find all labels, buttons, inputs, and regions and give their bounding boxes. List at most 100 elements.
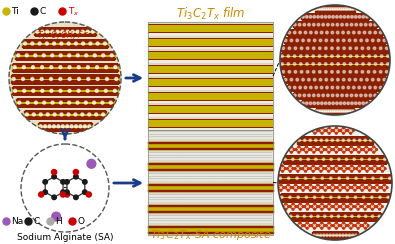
Circle shape <box>109 101 112 104</box>
Circle shape <box>295 184 297 186</box>
Circle shape <box>371 187 373 189</box>
Circle shape <box>363 149 365 151</box>
Circle shape <box>341 94 343 97</box>
Circle shape <box>325 31 328 34</box>
Circle shape <box>330 158 332 161</box>
Circle shape <box>331 47 333 50</box>
Circle shape <box>377 78 380 81</box>
Circle shape <box>59 89 62 92</box>
Circle shape <box>284 168 286 170</box>
Circle shape <box>288 177 290 179</box>
Circle shape <box>384 184 386 186</box>
Circle shape <box>23 89 26 92</box>
Circle shape <box>335 132 337 134</box>
Circle shape <box>68 78 71 81</box>
Circle shape <box>367 206 369 207</box>
Circle shape <box>79 125 82 128</box>
Circle shape <box>384 189 386 191</box>
Circle shape <box>351 215 353 217</box>
Circle shape <box>280 184 282 186</box>
Circle shape <box>302 206 304 207</box>
Circle shape <box>314 139 317 142</box>
Circle shape <box>367 225 369 226</box>
Circle shape <box>349 71 352 73</box>
Circle shape <box>331 71 333 73</box>
Circle shape <box>313 39 316 42</box>
Circle shape <box>88 125 91 128</box>
Circle shape <box>296 215 299 217</box>
Circle shape <box>354 168 356 170</box>
Circle shape <box>351 187 353 189</box>
Circle shape <box>288 47 291 50</box>
Circle shape <box>380 63 383 65</box>
Circle shape <box>376 158 378 161</box>
Circle shape <box>387 63 389 65</box>
Circle shape <box>379 31 382 34</box>
Circle shape <box>306 63 308 65</box>
Circle shape <box>379 203 380 205</box>
Circle shape <box>332 102 335 104</box>
Circle shape <box>326 234 328 236</box>
Circle shape <box>370 149 372 151</box>
Circle shape <box>65 190 69 194</box>
Circle shape <box>321 127 323 129</box>
Circle shape <box>313 196 316 198</box>
Circle shape <box>31 8 38 15</box>
Circle shape <box>376 206 378 207</box>
Circle shape <box>68 101 71 104</box>
Circle shape <box>368 55 371 57</box>
Circle shape <box>343 222 344 224</box>
Circle shape <box>298 151 300 153</box>
Circle shape <box>289 170 291 172</box>
Circle shape <box>307 168 309 170</box>
Circle shape <box>47 218 54 225</box>
Circle shape <box>66 30 69 33</box>
Circle shape <box>320 151 322 153</box>
Circle shape <box>328 227 330 229</box>
Circle shape <box>352 8 355 10</box>
Circle shape <box>39 125 42 128</box>
Circle shape <box>60 113 63 116</box>
Circle shape <box>322 196 324 198</box>
Circle shape <box>307 187 309 189</box>
Circle shape <box>321 203 323 205</box>
Circle shape <box>331 39 333 42</box>
Circle shape <box>59 101 62 104</box>
Circle shape <box>309 139 312 142</box>
Circle shape <box>68 66 71 69</box>
Circle shape <box>304 139 306 142</box>
Circle shape <box>333 130 335 132</box>
Circle shape <box>337 55 339 57</box>
Circle shape <box>331 206 333 207</box>
Circle shape <box>382 165 384 167</box>
Circle shape <box>290 187 292 189</box>
Circle shape <box>320 102 323 104</box>
Circle shape <box>307 158 309 161</box>
Circle shape <box>299 203 301 205</box>
Circle shape <box>297 165 299 167</box>
Circle shape <box>335 203 337 205</box>
Circle shape <box>115 78 118 81</box>
Text: Ti$_3$C$_2$T$_x$ film: Ti$_3$C$_2$T$_x$ film <box>176 6 245 22</box>
Circle shape <box>379 71 382 73</box>
Circle shape <box>333 149 335 151</box>
Circle shape <box>310 31 312 34</box>
Circle shape <box>379 187 381 189</box>
Circle shape <box>282 71 284 73</box>
Circle shape <box>343 151 345 153</box>
Circle shape <box>355 71 357 73</box>
Circle shape <box>280 5 390 115</box>
Circle shape <box>87 159 96 168</box>
Circle shape <box>324 110 327 112</box>
Circle shape <box>361 47 364 50</box>
Circle shape <box>331 8 333 10</box>
Circle shape <box>374 55 377 57</box>
Circle shape <box>364 208 366 210</box>
Circle shape <box>335 234 338 236</box>
Circle shape <box>366 102 368 104</box>
Circle shape <box>305 187 307 189</box>
Circle shape <box>302 184 304 186</box>
Circle shape <box>350 23 353 26</box>
Circle shape <box>339 110 342 112</box>
Circle shape <box>306 71 309 73</box>
